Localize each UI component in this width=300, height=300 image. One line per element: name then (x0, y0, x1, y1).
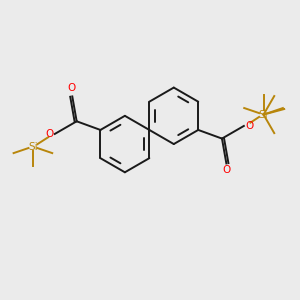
Text: O: O (222, 165, 230, 175)
Text: Si: Si (259, 110, 269, 120)
Text: O: O (245, 121, 253, 131)
Text: O: O (45, 129, 53, 139)
Text: Si: Si (28, 142, 38, 152)
Text: O: O (68, 83, 76, 93)
